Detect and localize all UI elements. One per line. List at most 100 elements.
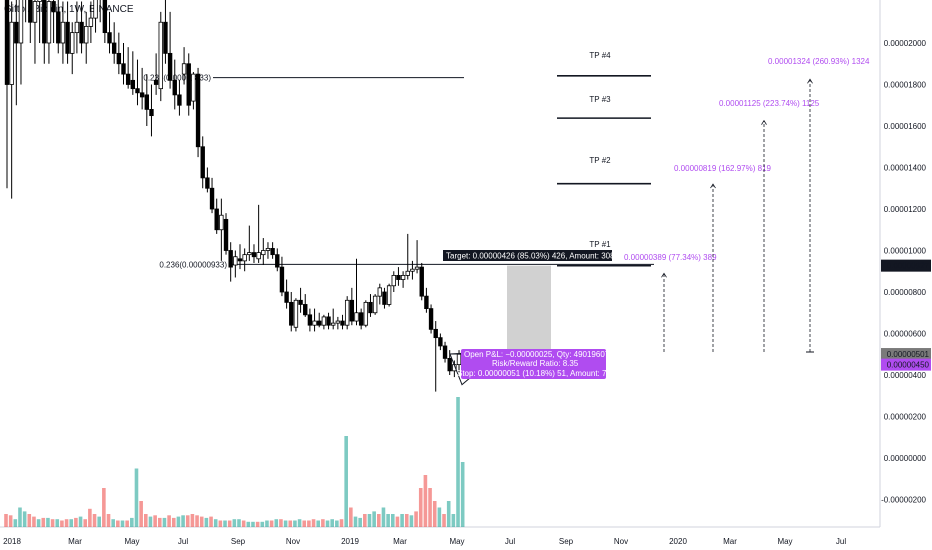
volume-bar: [22, 511, 27, 527]
volume-bar: [330, 519, 334, 527]
candle-body: [312, 320, 317, 326]
x-tick-label: Nov: [286, 537, 300, 546]
volume-bar: [218, 520, 223, 527]
candle-body: [382, 291, 387, 305]
volume-bar: [381, 507, 386, 527]
volume-bar: [144, 514, 148, 527]
candle-body: [307, 314, 313, 326]
volume-bar: [325, 520, 330, 527]
volume-bar: [227, 520, 232, 527]
x-tick-label: Jul: [505, 537, 515, 546]
candle-body: [247, 252, 252, 256]
volume-bar: [442, 514, 446, 527]
price-badge-label: 0.00000501: [887, 350, 930, 359]
volume-bar: [8, 515, 13, 527]
candle-body: [102, 0, 108, 34]
candle-body: [265, 248, 271, 251]
candle-body: [4, 0, 10, 85]
candle-body: [414, 266, 420, 270]
projection-label: 0.00000389 (77.34%) 389: [624, 253, 717, 262]
candle-body: [335, 320, 341, 324]
y-tick-label: 0.00001600: [884, 122, 927, 131]
volume-bar: [297, 519, 302, 527]
candle-body: [37, 0, 42, 2]
y-tick-label: 0.00001000: [884, 247, 927, 256]
volume-bar: [279, 519, 283, 527]
volume-bar: [181, 515, 185, 527]
candle-body: [209, 187, 215, 210]
candle-body: [396, 274, 401, 280]
position-target-zone: [507, 265, 551, 355]
projection-label: 0.00001125 (223.74%) 1125: [719, 99, 820, 108]
volume-bar: [423, 475, 428, 527]
candle-body: [172, 79, 177, 96]
volume-bar: [339, 519, 344, 527]
x-tick-label: Mar: [723, 537, 737, 546]
candle-body: [344, 299, 350, 326]
projection-arrowhead: [761, 119, 767, 125]
position-info-bg: [461, 349, 606, 379]
volume-bar: [418, 488, 423, 527]
candle-body: [205, 177, 210, 189]
volume-bar: [451, 514, 456, 527]
volume-bar: [102, 488, 106, 527]
volume-bar: [335, 520, 339, 527]
volume-bar: [251, 521, 255, 527]
candle-body: [233, 256, 238, 266]
candle-body: [177, 94, 182, 106]
candle-body: [93, 0, 98, 19]
candle-body: [368, 301, 373, 314]
x-tick-label: 2020: [669, 537, 687, 546]
candle-body: [84, 25, 89, 44]
y-tick-label: 0.00001800: [884, 81, 927, 90]
candle-body: [298, 299, 303, 305]
volume-bar: [353, 516, 358, 527]
candle-body: [9, 21, 14, 85]
volume-bar: [120, 520, 125, 527]
volume-bar: [428, 488, 432, 527]
candle-body: [400, 274, 406, 280]
volume-bar: [269, 520, 274, 527]
volume-bar: [64, 519, 69, 527]
y-tick-label: 0.00000000: [884, 454, 927, 463]
volume-bar: [167, 515, 171, 527]
volume-bar: [237, 519, 241, 527]
candle-body: [46, 1, 52, 44]
volume-bar: [74, 517, 78, 527]
volume-bar: [321, 519, 325, 527]
candle-body: [219, 214, 224, 231]
volume-bar: [404, 514, 409, 527]
volume-bar: [157, 517, 162, 527]
candle-body: [237, 258, 243, 262]
volume-bar: [171, 517, 176, 527]
candle-body: [391, 274, 396, 287]
candle-body: [456, 353, 462, 366]
volume-bar: [367, 514, 372, 527]
candle-body: [186, 63, 191, 106]
price-badge-label: 0.00000450: [887, 361, 930, 370]
candle-body: [228, 250, 233, 268]
y-tick-label: 0.00000600: [884, 330, 927, 339]
candle-body: [121, 63, 126, 75]
volume-bar: [358, 517, 362, 527]
volume-bar: [390, 514, 395, 527]
y-tick-label: 0.00001200: [884, 205, 927, 214]
volume-bar: [293, 520, 297, 527]
candle-body: [275, 254, 280, 268]
candle-body: [111, 42, 117, 54]
x-tick-label: Jul: [836, 537, 846, 546]
price-badge-label: 0.00000927: [887, 262, 930, 271]
y-tick-label: -0.00000200: [881, 496, 926, 505]
volume-bar: [307, 520, 311, 527]
candle-body: [65, 21, 70, 54]
volume-bar: [409, 515, 414, 527]
volume-bar: [199, 516, 204, 527]
candle-body: [405, 270, 410, 276]
volume-bar: [241, 520, 246, 527]
volume-bar: [78, 516, 83, 527]
volume-bar: [414, 511, 418, 527]
volume-bar: [18, 507, 22, 527]
volume-bar: [46, 517, 50, 527]
volume-bar: [130, 517, 134, 527]
